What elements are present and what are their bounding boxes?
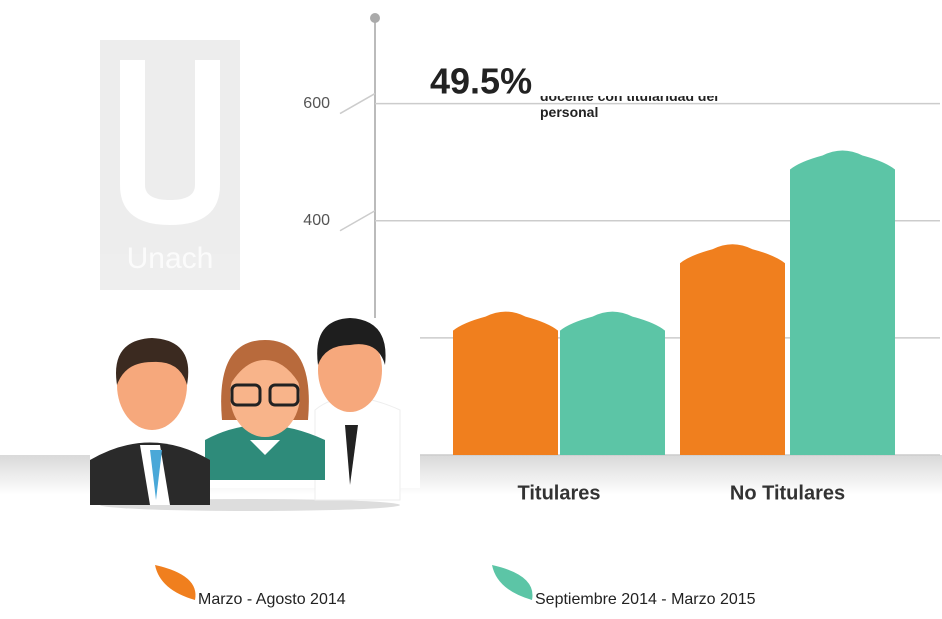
bar <box>453 311 558 455</box>
legend-swatch <box>492 565 533 600</box>
bar <box>560 311 665 455</box>
logo <box>100 40 240 290</box>
y-tick-label: 400 <box>303 212 330 229</box>
people-illustration <box>90 318 420 511</box>
x-tick-label: No Titulares <box>730 482 845 504</box>
legend-label: Marzo - Agosto 2014 <box>198 591 346 608</box>
x-tick-label: Titulares <box>518 482 601 504</box>
annotation-value: 49.5% <box>430 61 532 102</box>
legend-swatch <box>155 565 196 600</box>
axis-dot <box>370 13 380 23</box>
bar <box>680 244 785 455</box>
bar <box>790 150 895 455</box>
legend-label: Septiembre 2014 - Marzo 2015 <box>535 591 756 608</box>
annotation-text: docente con titularidad del personal <box>540 96 719 120</box>
tick-mark <box>339 92 376 115</box>
y-tick-label: 600 <box>303 95 330 112</box>
logo-text: Unach <box>127 242 214 275</box>
annotation-box: docente con titularidad del personal <box>540 96 719 120</box>
tick-mark <box>339 210 376 232</box>
